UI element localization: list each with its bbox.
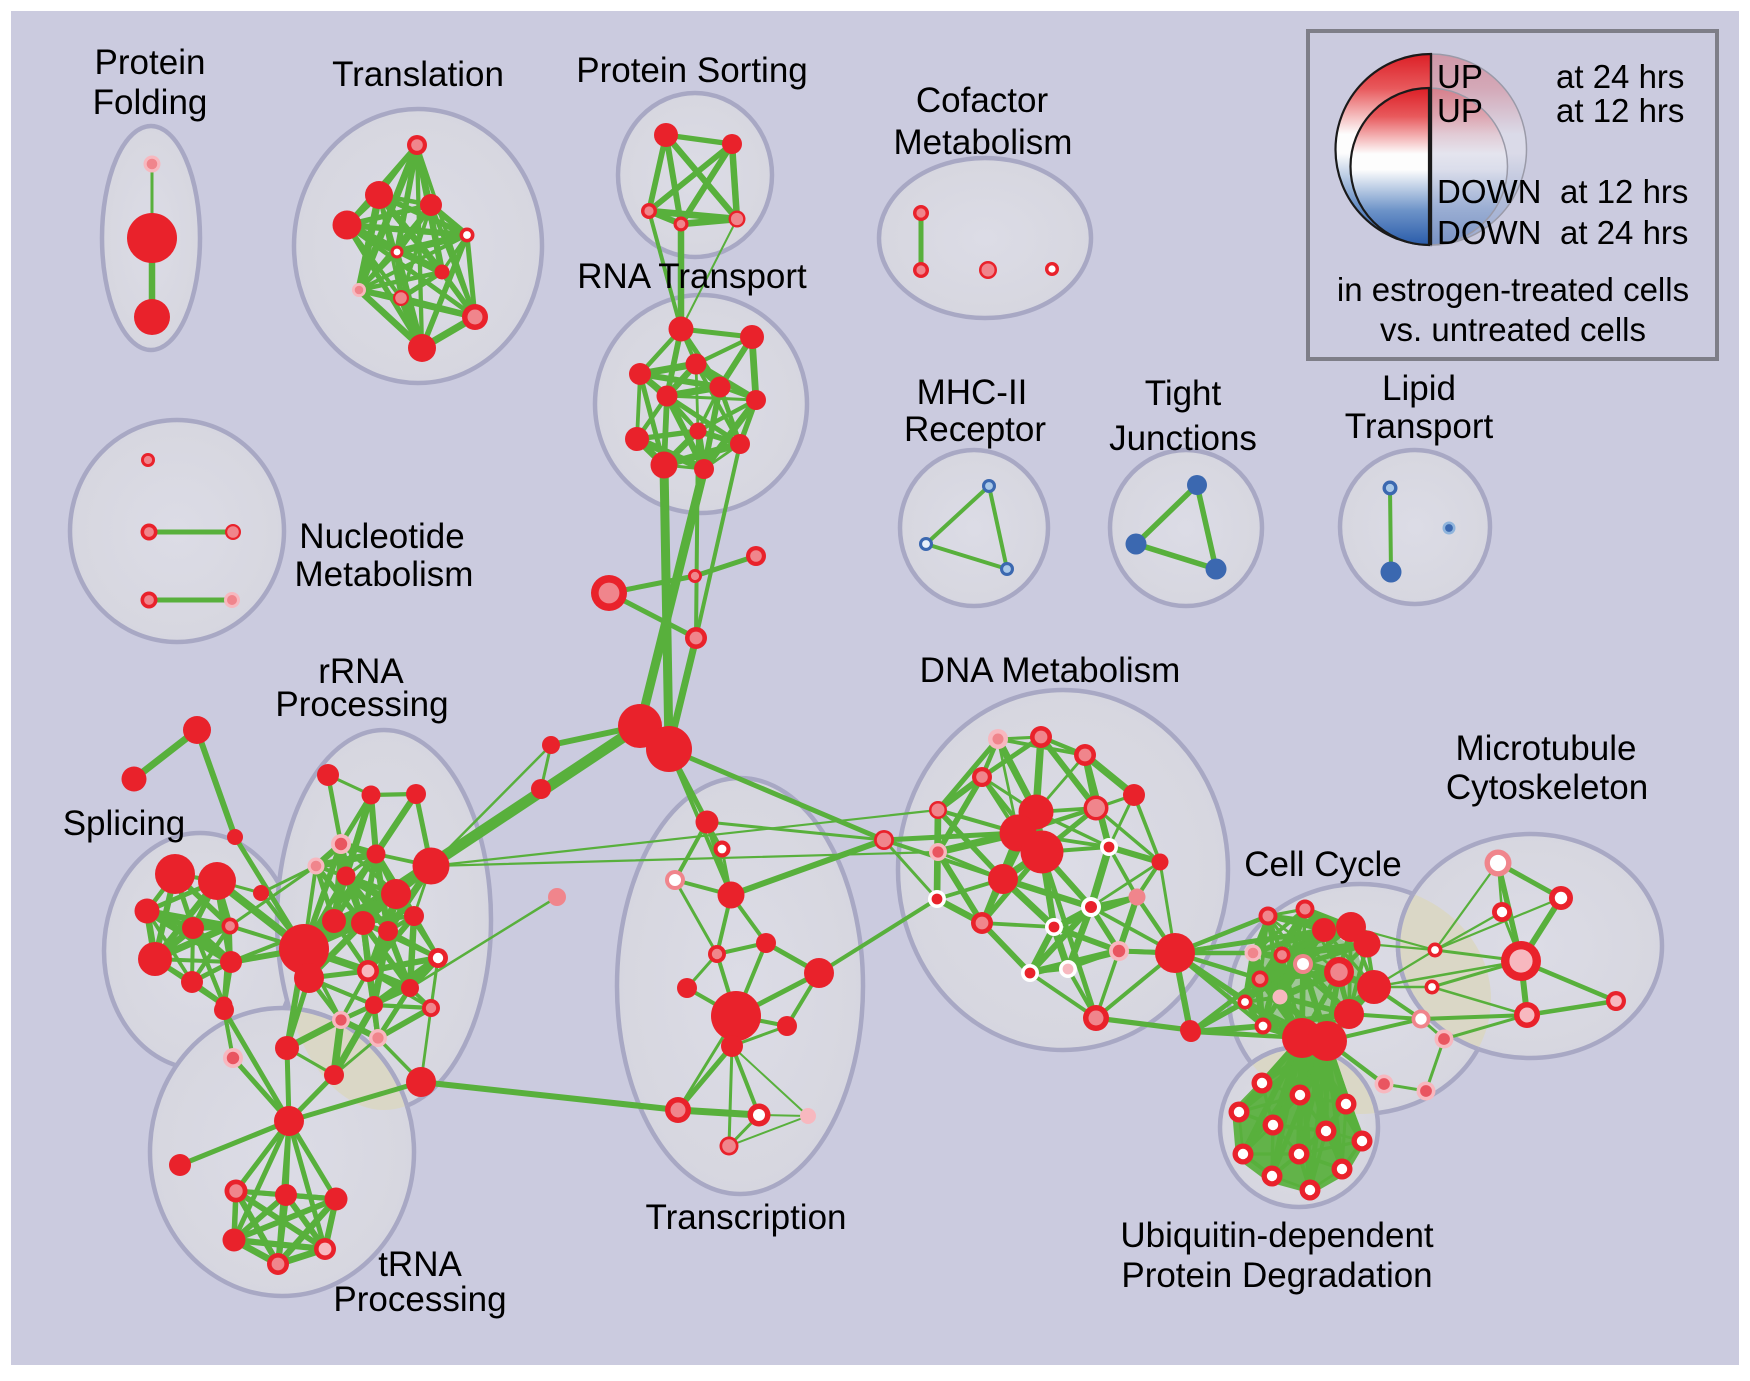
- svg-text:Metabolism: Metabolism: [894, 123, 1073, 162]
- svg-text:Protein: Protein: [95, 43, 206, 82]
- svg-text:Protein Sorting: Protein Sorting: [576, 51, 808, 90]
- svg-text:vs. untreated cells: vs. untreated cells: [1380, 311, 1646, 348]
- svg-text:MHC-II: MHC-II: [917, 373, 1028, 412]
- svg-text:at 12 hrs: at 12 hrs: [1560, 173, 1688, 210]
- svg-text:Protein Degradation: Protein Degradation: [1121, 1256, 1432, 1295]
- svg-text:Cell Cycle: Cell Cycle: [1244, 845, 1402, 884]
- svg-text:Translation: Translation: [332, 55, 504, 94]
- svg-text:at 24 hrs: at 24 hrs: [1560, 214, 1688, 251]
- svg-text:Folding: Folding: [93, 83, 208, 122]
- svg-text:Microtubule: Microtubule: [1456, 729, 1637, 768]
- svg-text:DOWN: DOWN: [1437, 214, 1541, 251]
- svg-text:UP: UP: [1437, 92, 1483, 129]
- svg-text:RNA Transport: RNA Transport: [577, 257, 807, 296]
- svg-text:at 24 hrs: at 24 hrs: [1556, 58, 1684, 95]
- svg-text:Receptor: Receptor: [904, 410, 1046, 449]
- svg-text:Ubiquitin-dependent: Ubiquitin-dependent: [1120, 1216, 1434, 1255]
- svg-text:Cytoskeleton: Cytoskeleton: [1446, 768, 1648, 807]
- svg-text:Nucleotide: Nucleotide: [299, 517, 464, 556]
- svg-text:Junctions: Junctions: [1109, 419, 1257, 458]
- svg-text:DNA Metabolism: DNA Metabolism: [920, 651, 1181, 690]
- svg-text:Transcription: Transcription: [646, 1198, 847, 1237]
- svg-text:Processing: Processing: [275, 685, 448, 724]
- svg-text:rRNA: rRNA: [318, 652, 404, 691]
- svg-text:at 12 hrs: at 12 hrs: [1556, 92, 1684, 129]
- svg-text:Metabolism: Metabolism: [295, 555, 474, 594]
- svg-text:Cofactor: Cofactor: [916, 81, 1049, 120]
- svg-text:Processing: Processing: [333, 1280, 506, 1319]
- svg-text:UP: UP: [1437, 58, 1483, 95]
- svg-text:Transport: Transport: [1345, 407, 1494, 446]
- svg-text:DOWN: DOWN: [1437, 173, 1541, 210]
- svg-text:in estrogen-treated cells: in estrogen-treated cells: [1337, 271, 1689, 308]
- svg-text:Splicing: Splicing: [63, 804, 186, 843]
- svg-text:Lipid: Lipid: [1382, 369, 1456, 408]
- svg-text:Tight: Tight: [1145, 374, 1222, 413]
- svg-text:tRNA: tRNA: [378, 1245, 462, 1284]
